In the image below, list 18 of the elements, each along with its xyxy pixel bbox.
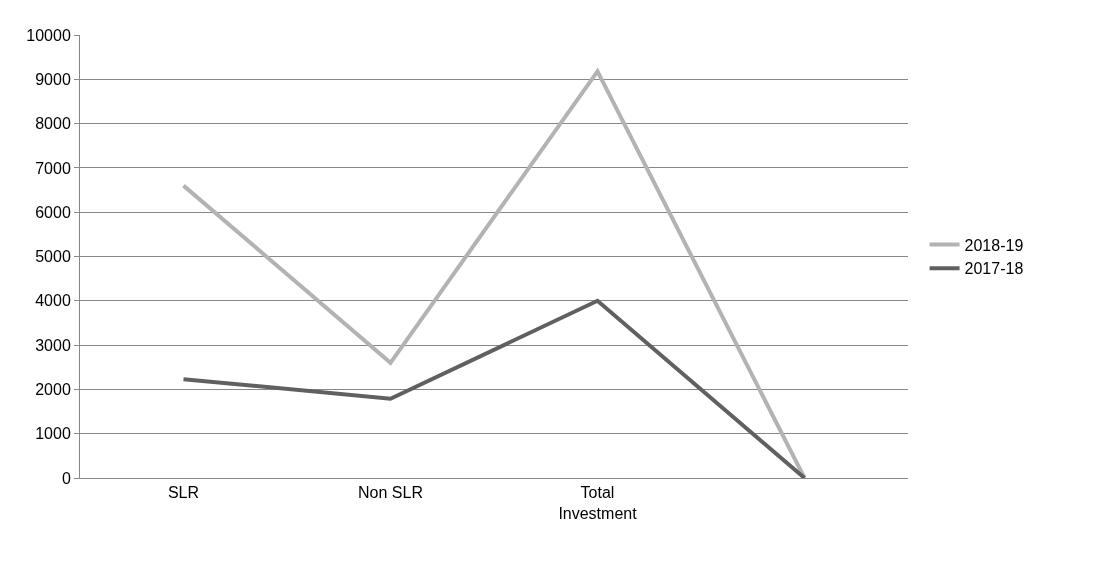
x-tick-label: SLR [167, 484, 200, 502]
legend-label: 2018-19 [964, 236, 1024, 254]
line-series [181, 69, 807, 478]
line-series [181, 298, 807, 478]
x-tick-label: Total Investment [558, 484, 638, 522]
y-tick-label: 0 [61, 469, 71, 487]
y-tick-label: 10000 [26, 26, 71, 44]
y-tick-label: 1000 [35, 425, 71, 443]
y-tick-label: 2000 [35, 381, 71, 398]
y-tick-label: 8000 [35, 115, 71, 133]
y-tick-label: 6000 [35, 203, 71, 221]
y-tick-label: 4000 [35, 292, 71, 310]
y-tick-label: 9000 [35, 70, 71, 88]
legend-label: 2017-18 [964, 260, 1024, 278]
y-tick-label: 3000 [35, 336, 71, 354]
y-tick-label: 5000 [35, 248, 71, 266]
y-tick-label: 7000 [35, 159, 71, 177]
x-tick-label: Non SLR [358, 484, 423, 502]
